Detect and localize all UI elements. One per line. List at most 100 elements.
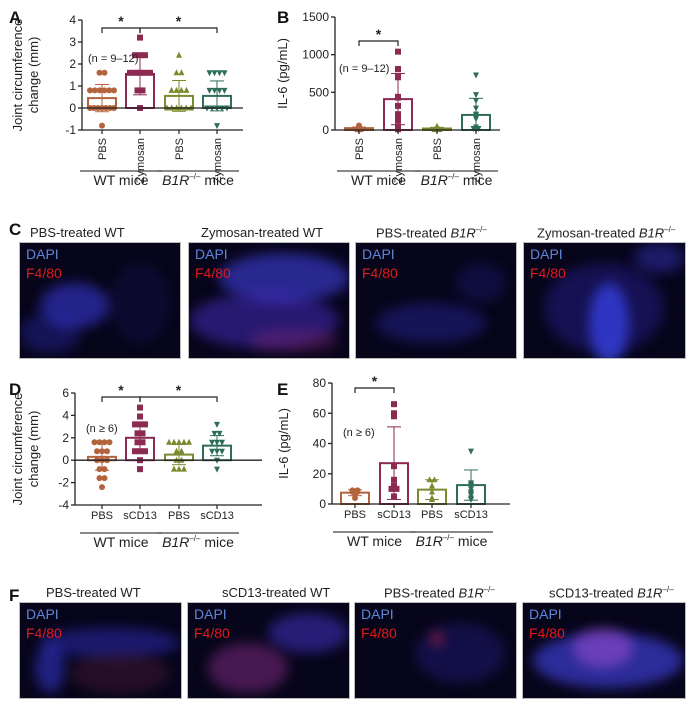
- category-label: Zymosan: [471, 138, 483, 183]
- group-label-wt: WT mice: [351, 172, 406, 188]
- group-label-wt: WT mice: [94, 534, 149, 550]
- dapi-label: DAPI: [195, 246, 228, 262]
- panel-letter-f: F: [9, 586, 20, 605]
- sample-size-annotation: (n ≥ 6): [86, 423, 118, 435]
- sample-size-annotation: (n ≥ 6): [343, 427, 375, 439]
- sample-size-annotation: (n = 9–12): [88, 53, 138, 65]
- f480-label: F4/80: [195, 265, 231, 281]
- panel-letter-e: E: [277, 380, 289, 399]
- category-label: PBS: [97, 138, 109, 160]
- y-tick-label: 0: [69, 101, 76, 115]
- group-label-b1r: B1R–/– mice: [421, 172, 493, 188]
- y-axis: -1 0 1 2 3 4: [65, 13, 83, 137]
- f480-label: F4/80: [26, 625, 62, 641]
- sample-size-annotation: (n = 9–12): [339, 63, 389, 75]
- category-label: Zymosan: [135, 138, 147, 183]
- category-label: PBS: [421, 509, 443, 521]
- category-label: sCD13: [454, 509, 488, 521]
- significance-bracket: *: [139, 13, 218, 33]
- y-tick-label: 6: [62, 386, 69, 400]
- chart-a-joint-circumference-zymosan: -1 0 1 2 3 4 Joint circumferencechange (mm) PBS…: [10, 13, 243, 188]
- svg-text:*: *: [372, 373, 378, 389]
- svg-text:*: *: [176, 13, 182, 29]
- y-tick-label: -1: [65, 123, 76, 137]
- panel-f-title-3: PBS-treated B1R–/–: [384, 585, 495, 601]
- group-label-wt: WT mice: [347, 533, 402, 549]
- svg-text:*: *: [118, 382, 124, 398]
- y-tick-label: 4: [62, 408, 69, 422]
- bar-group-b1r-pbs: [417, 476, 447, 506]
- micrograph-pbs-b1r-c: DAPI F4/80: [355, 242, 517, 359]
- y-tick-label: 0: [62, 453, 69, 467]
- significance-bracket: *: [139, 382, 218, 402]
- y-tick-label: 1000: [302, 48, 329, 62]
- bar-group-b1r-scd13: [456, 448, 486, 505]
- y-axis-label: IL-6 (pg/mL): [275, 38, 290, 109]
- dapi-label: DAPI: [26, 246, 59, 262]
- micrograph-pbs-b1r-f: DAPI F4/80: [354, 602, 517, 699]
- y-axis: -4 -2 0 2 4 6: [58, 386, 76, 512]
- group-label-wt: WT mice: [94, 172, 149, 188]
- y-axis-label: Joint circumferencechange (mm): [10, 19, 41, 132]
- y-tick-label: 60: [313, 406, 327, 420]
- y-tick-label: 2: [62, 431, 69, 445]
- group-label-b1r: B1R–/– mice: [162, 534, 234, 550]
- category-label: PBS: [91, 510, 113, 522]
- dapi-label: DAPI: [362, 246, 395, 262]
- bar-group-b1r-scd13: [202, 421, 232, 473]
- svg-text:*: *: [176, 382, 182, 398]
- y-tick-label: 1: [69, 79, 76, 93]
- y-axis-label: Joint circumferencechange (mm): [10, 393, 41, 506]
- panel-f-title-4: sCD13-treated B1R–/–: [549, 585, 674, 601]
- y-tick-label: -4: [58, 498, 69, 512]
- category-label: PBS: [432, 138, 444, 160]
- significance-bracket: *: [354, 373, 395, 393]
- dapi-label: DAPI: [194, 606, 227, 622]
- dapi-label: DAPI: [529, 606, 562, 622]
- panel-f-title-2: sCD13-treated WT: [222, 585, 331, 600]
- micrograph-zymosan-wt-c: DAPI F4/80: [188, 242, 350, 359]
- y-tick-label: 20: [313, 467, 327, 481]
- group-label-b1r: B1R–/– mice: [162, 172, 234, 188]
- category-label: PBS: [354, 138, 366, 160]
- category-label: PBS: [168, 510, 190, 522]
- micrograph-pbs-wt-c: DAPI F4/80: [19, 242, 181, 359]
- significance-bracket: *: [358, 26, 399, 46]
- y-tick-label: 4: [69, 13, 76, 27]
- y-axis: 0 20 40 60 80: [313, 376, 333, 511]
- panel-f-title-1: PBS-treated WT: [46, 585, 141, 600]
- panel-letter-a: A: [9, 8, 22, 27]
- category-label: Zymosan: [393, 138, 405, 183]
- dapi-label: DAPI: [361, 606, 394, 622]
- y-tick-label: 1500: [302, 10, 329, 24]
- micrograph-scd13-wt-f: DAPI F4/80: [187, 602, 350, 699]
- panel-c-title-1: PBS-treated WT: [30, 225, 125, 240]
- panel-c-title-3: PBS-treated B1R–/–: [376, 225, 487, 241]
- f480-label: F4/80: [194, 625, 230, 641]
- y-tick-label: 2: [69, 57, 76, 71]
- f480-label: F4/80: [26, 265, 62, 281]
- y-tick-label: 80: [313, 376, 327, 390]
- bar-group-wt-zymosan: [125, 34, 155, 111]
- chart-b-il6-zymosan: 0 500 1000 1500 IL-6 (pg/mL) PBS Zymosan PBS Zym…: [275, 10, 500, 188]
- chart-d-joint-circumference-scd13: -4 -2 0 2 4 6 Joint circumferencechange (mm) PB…: [10, 382, 262, 550]
- f480-label: F4/80: [361, 625, 397, 641]
- category-label: PBS: [174, 138, 186, 160]
- category-label: PBS: [344, 509, 366, 521]
- micrograph-pbs-wt-f: DAPI F4/80: [19, 602, 182, 699]
- dapi-label: DAPI: [26, 606, 59, 622]
- panel-c-title-4: Zymosan-treated B1R–/–: [537, 225, 676, 241]
- category-label: sCD13: [200, 510, 234, 522]
- chart-e-il6-scd13: 0 20 40 60 80 IL-6 (pg/mL) PBS sCD13 PBS sCD13 WT …: [276, 373, 510, 549]
- panel-letter-d: D: [9, 380, 22, 399]
- f480-label: F4/80: [529, 625, 565, 641]
- y-tick-label: 500: [309, 85, 329, 99]
- y-tick-label: -2: [58, 476, 69, 490]
- y-axis: 0 500 1000 1500: [302, 10, 336, 137]
- micrograph-zymosan-b1r-c: DAPI F4/80: [523, 242, 686, 359]
- group-label-b1r: B1R–/– mice: [416, 533, 488, 549]
- y-tick-label: 0: [319, 497, 326, 511]
- dapi-label: DAPI: [530, 246, 563, 262]
- category-label: Zymosan: [212, 138, 224, 183]
- y-tick-label: 40: [313, 437, 327, 451]
